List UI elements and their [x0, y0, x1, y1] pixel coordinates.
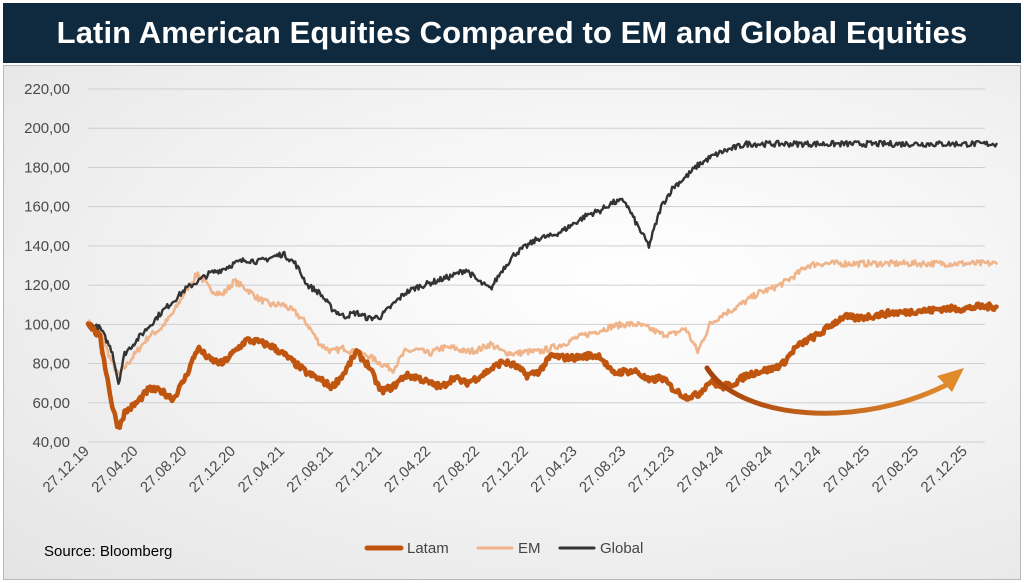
x-tick-label: 27.08.20 — [137, 443, 190, 496]
x-tick-label: 27.12.22 — [479, 443, 532, 496]
x-tick-label: 27.12.23 — [625, 443, 678, 496]
y-tick-label: 220,00 — [24, 81, 70, 98]
chart-title: Latin American Equities Compared to EM a… — [56, 15, 968, 50]
legend-label-global: Global — [600, 540, 643, 557]
y-tick-label: 40,00 — [32, 434, 70, 451]
y-tick-label: 60,00 — [32, 395, 70, 412]
series-line-em — [86, 259, 998, 376]
chart-panel — [3, 65, 1021, 580]
x-tick-label: 27.04.21 — [235, 443, 288, 496]
x-tick-label: 27.12.25 — [918, 443, 971, 496]
trend-arrow-head — [937, 368, 964, 392]
x-tick-label: 27.04.25 — [820, 443, 873, 496]
y-tick-label: 180,00 — [24, 159, 70, 176]
y-tick-label: 80,00 — [32, 356, 70, 373]
series-line-latam — [85, 301, 999, 431]
x-tick-label: 27.04.20 — [88, 443, 141, 496]
x-tick-label: 27.08.23 — [576, 443, 629, 496]
legend-label-latam: Latam — [407, 540, 449, 557]
x-tick-label: 27.04.24 — [674, 443, 727, 496]
x-tick-label: 27.08.22 — [430, 443, 483, 496]
x-tick-label: 27.04.22 — [381, 443, 434, 496]
legend-label-em: EM — [518, 540, 541, 557]
y-tick-label: 100,00 — [24, 316, 70, 333]
source-note: Source: Bloomberg — [44, 543, 173, 560]
x-tick-label: 27.08.24 — [722, 443, 775, 496]
series-line-global — [86, 139, 998, 385]
y-tick-label: 160,00 — [24, 199, 70, 216]
x-tick-label: 27.12.24 — [771, 443, 824, 496]
x-tick-label: 27.04.23 — [527, 443, 580, 496]
y-tick-label: 200,00 — [24, 120, 70, 137]
x-tick-label: 27.12.20 — [186, 443, 239, 496]
x-tick-label: 27.08.25 — [869, 443, 922, 496]
y-tick-label: 120,00 — [24, 277, 70, 294]
y-tick-label: 140,00 — [24, 238, 70, 255]
trend-arrow-curve — [704, 365, 953, 416]
title-bar: Latin American Equities Compared to EM a… — [3, 3, 1021, 63]
x-tick-label: 27.08.21 — [283, 443, 336, 496]
x-tick-label: 27.12.21 — [332, 443, 385, 496]
